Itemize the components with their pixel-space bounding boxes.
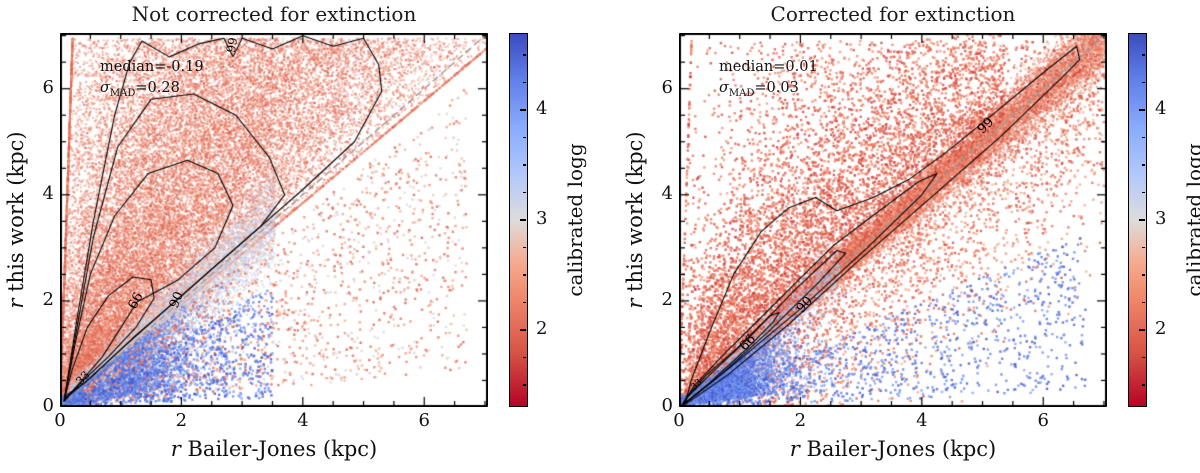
colorbar-tick [523, 191, 527, 194]
colorbar-tick [1142, 384, 1146, 386]
colorbar-tick [1139, 109, 1146, 111]
x-tick-label: 4 [297, 410, 309, 431]
y-tick-label: 0 [661, 395, 673, 416]
colorbar: calibrated logg 2 3 4 [509, 33, 609, 407]
x-tick-label: 0 [673, 410, 685, 431]
colorbar-tick [523, 81, 527, 84]
sigma-text: σMAD=0.03 [719, 80, 799, 99]
x-tick-label: 2 [794, 410, 807, 431]
colorbar-tick [523, 136, 527, 139]
y-tick-label: 0 [42, 395, 54, 416]
median-text: median=-0.19 [100, 59, 204, 75]
y-tick-label: 2 [661, 288, 673, 310]
colorbar-tick [523, 246, 527, 249]
colorbar-tick-label: 2 [536, 318, 548, 339]
colorbar-tick [1142, 81, 1146, 84]
colorbar-tick [1139, 219, 1146, 221]
colorbar-tick [523, 164, 527, 166]
scatter-canvas [60, 33, 488, 407]
sigma-text: σMAD=0.28 [100, 80, 180, 99]
colorbar-tick-label: 2 [1155, 318, 1167, 339]
y-axis-label-rest: this work (kpc) [4, 131, 28, 299]
panel-left-title: Not corrected for extinction [131, 2, 417, 26]
y-tick-label: 4 [42, 182, 54, 204]
stats-annotation: median=0.01 σMAD=0.03 [719, 57, 818, 101]
colorbar-tick-label: 3 [1155, 208, 1167, 229]
y-tick-label: 6 [661, 76, 673, 98]
plot-area-left: median=-0.19 σMAD=0.28 33 66 90 99 [60, 33, 488, 407]
y-axis-label-rest: this work (kpc) [623, 131, 647, 299]
colorbar-tick [523, 301, 527, 304]
x-axis-label-italic: r [170, 437, 181, 461]
colorbar-tick [1142, 246, 1146, 249]
x-axis-label-rest: Bailer-Jones (kpc) [180, 437, 378, 461]
scatter-canvas [679, 33, 1107, 407]
stats-annotation: median=-0.19 σMAD=0.28 [100, 57, 204, 101]
colorbar-tick [1142, 54, 1146, 56]
colorbar-tick [1142, 356, 1146, 359]
x-tick-label: 6 [1037, 410, 1049, 431]
colorbar-tick [523, 54, 527, 56]
x-tick-label: 6 [418, 410, 430, 431]
colorbar-tick [1142, 164, 1146, 166]
colorbar-label: calibrated logg [563, 143, 587, 297]
x-axis-label-rest: Bailer-Jones (kpc) [799, 437, 997, 461]
x-tick-label: 4 [916, 410, 928, 431]
panel-left: Not corrected for extinction r this work… [4, 2, 587, 461]
colorbar-tick [523, 274, 527, 276]
colorbar-tick [1139, 329, 1146, 331]
colorbar-tick [1142, 191, 1146, 194]
colorbar-tick-label: 4 [1155, 98, 1167, 119]
panel-right: Corrected for extinction r this work (kp… [619, 0, 1200, 473]
colorbar-tick-label: 3 [536, 208, 548, 229]
colorbar-tick [1142, 301, 1146, 304]
y-tick-label: 6 [42, 76, 54, 98]
colorbar-tick [520, 219, 527, 221]
colorbar-gradient [1128, 33, 1147, 407]
colorbar-tick [1142, 274, 1146, 276]
x-axis-label: r Bailer-Jones (kpc) [60, 437, 488, 461]
colorbar-tick [523, 384, 527, 386]
colorbar-tick [520, 329, 527, 331]
median-text: median=0.01 [719, 59, 818, 75]
y-axis-label: r this work (kpc) [623, 131, 647, 308]
x-tick-label: 2 [175, 410, 188, 431]
plot-area-right: median=0.01 σMAD=0.03 33 66 90 99 [679, 33, 1107, 407]
x-tick-label: 0 [54, 410, 66, 431]
colorbar-gradient [509, 33, 528, 407]
colorbar-tick-label: 4 [536, 98, 548, 119]
y-tick-label: 2 [42, 288, 54, 310]
y-tick-label: 4 [661, 182, 673, 204]
colorbar-tick [520, 109, 527, 111]
x-axis-label-italic: r [789, 437, 800, 461]
x-axis-label: r Bailer-Jones (kpc) [679, 437, 1107, 461]
y-axis-label: r this work (kpc) [4, 131, 28, 308]
colorbar-tick [523, 356, 527, 359]
panel-right-title: Corrected for extinction [770, 2, 1016, 26]
colorbar-tick [1142, 136, 1146, 139]
